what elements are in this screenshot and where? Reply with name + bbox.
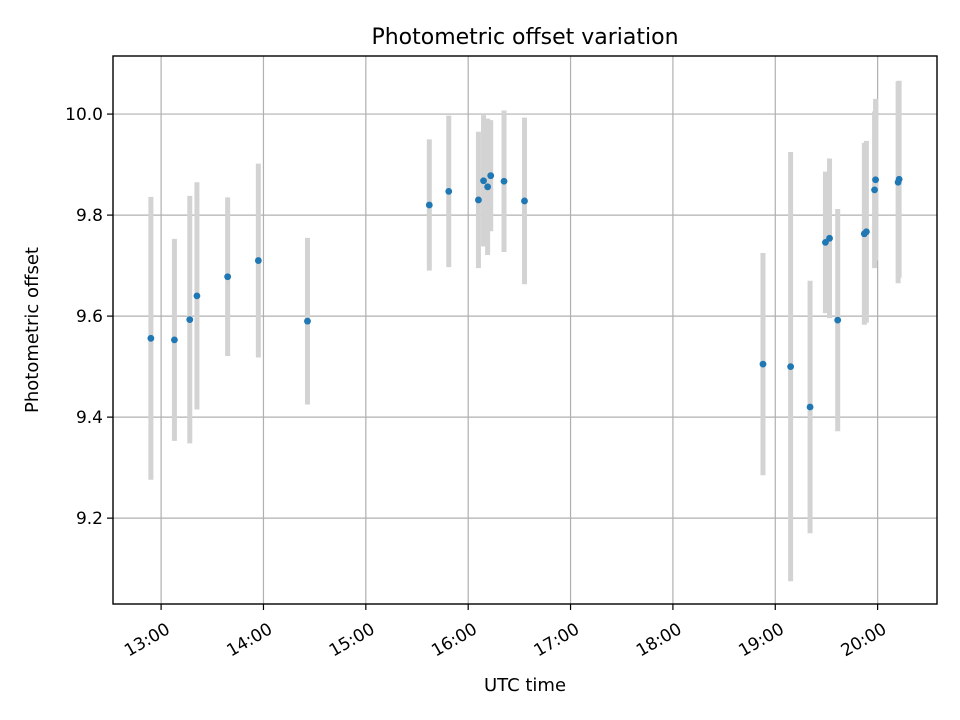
y-axis-label: Photometric offset xyxy=(22,247,43,413)
data-point xyxy=(186,316,194,324)
data-point xyxy=(147,334,155,342)
x-tick-label: 13:00 xyxy=(121,619,173,661)
data-point xyxy=(445,187,453,195)
data-point xyxy=(475,196,482,204)
plot-frame xyxy=(112,55,938,605)
data-point xyxy=(224,273,232,281)
x-tick-label: 18:00 xyxy=(633,619,685,661)
data-point xyxy=(193,292,201,300)
data-point xyxy=(484,183,492,191)
x-tick-label: 14:00 xyxy=(224,619,276,661)
x-tick-label: 17:00 xyxy=(531,619,583,661)
data-point xyxy=(500,177,508,185)
y-tick-label: 9.8 xyxy=(76,206,103,226)
data-point xyxy=(787,363,795,371)
data-point xyxy=(254,257,262,264)
data-point xyxy=(806,403,814,411)
data-points xyxy=(147,172,903,411)
chart-title: Photometric offset variation xyxy=(371,25,678,50)
x-tick-label: 15:00 xyxy=(326,619,378,661)
x-tick-label: 20:00 xyxy=(838,619,890,661)
data-point xyxy=(425,201,433,209)
x-tick-label: 16:00 xyxy=(428,619,480,661)
data-point xyxy=(871,186,878,194)
data-point xyxy=(895,175,903,183)
y-tick-label: 9.4 xyxy=(76,408,103,428)
data-point xyxy=(480,177,487,185)
data-point xyxy=(171,336,178,344)
y-tick-label: 10.0 xyxy=(65,105,103,125)
data-point xyxy=(862,228,870,236)
data-point xyxy=(487,172,495,180)
data-point xyxy=(834,316,842,324)
y-tick-label: 9.2 xyxy=(76,509,103,529)
x-axis-label: UTC time xyxy=(484,675,566,696)
x-tick-label: 19:00 xyxy=(735,619,787,661)
grid-lines xyxy=(113,56,937,604)
data-point xyxy=(826,234,833,242)
y-tick-label: 9.6 xyxy=(76,307,103,327)
data-point xyxy=(872,176,879,184)
data-point xyxy=(759,360,767,368)
data-point xyxy=(304,317,311,325)
data-point xyxy=(521,197,528,205)
